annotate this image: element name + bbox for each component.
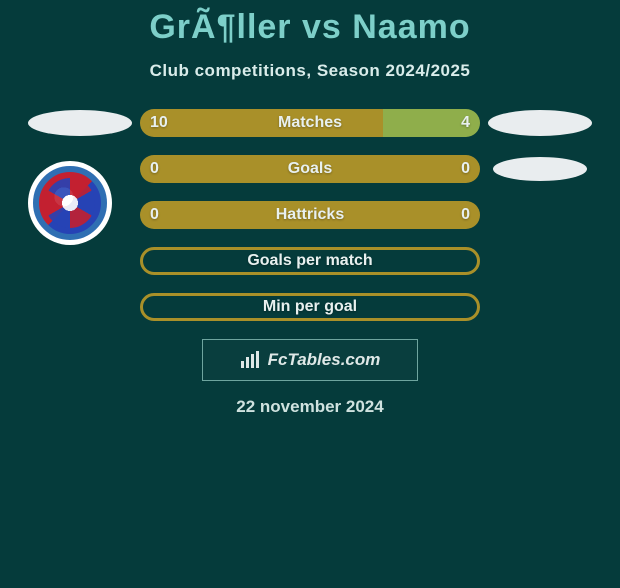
stat-row-right-side — [480, 157, 600, 181]
stat-row-right-side — [480, 110, 600, 136]
team-ellipse-right — [493, 157, 587, 181]
stat-bar: Goals per match — [140, 247, 480, 275]
stat-label: Goals per match — [143, 250, 477, 272]
club-badge-icon — [33, 166, 107, 240]
stat-bar: 00Hattricks — [140, 201, 480, 229]
bar-chart-icon — [240, 351, 262, 369]
stat-row: Goals per match — [0, 247, 620, 275]
stat-label: Matches — [140, 109, 480, 137]
brand-label: FcTables.com — [268, 350, 381, 370]
stat-row: 104Matches — [0, 109, 620, 137]
comparison-chart: 104Matches 00Goals 00Hattricks Goals per ma… — [0, 109, 620, 321]
stat-label: Min per goal — [143, 296, 477, 318]
stat-label: Goals — [140, 155, 480, 183]
brand-box: FcTables.com — [202, 339, 418, 381]
stat-bar: Min per goal — [140, 293, 480, 321]
page-subtitle: Club competitions, Season 2024/2025 — [0, 61, 620, 81]
team-ellipse-left — [28, 110, 132, 136]
stat-label: Hattricks — [140, 201, 480, 229]
date-label: 22 november 2024 — [0, 397, 620, 417]
stat-row: Min per goal — [0, 293, 620, 321]
club-badge-left — [28, 161, 112, 245]
stat-bar: 104Matches — [140, 109, 480, 137]
stat-bar: 00Goals — [140, 155, 480, 183]
page-title: GrÃ¶ller vs Naamo — [0, 8, 620, 47]
stat-row-left-side — [20, 110, 140, 136]
team-ellipse-right — [488, 110, 592, 136]
